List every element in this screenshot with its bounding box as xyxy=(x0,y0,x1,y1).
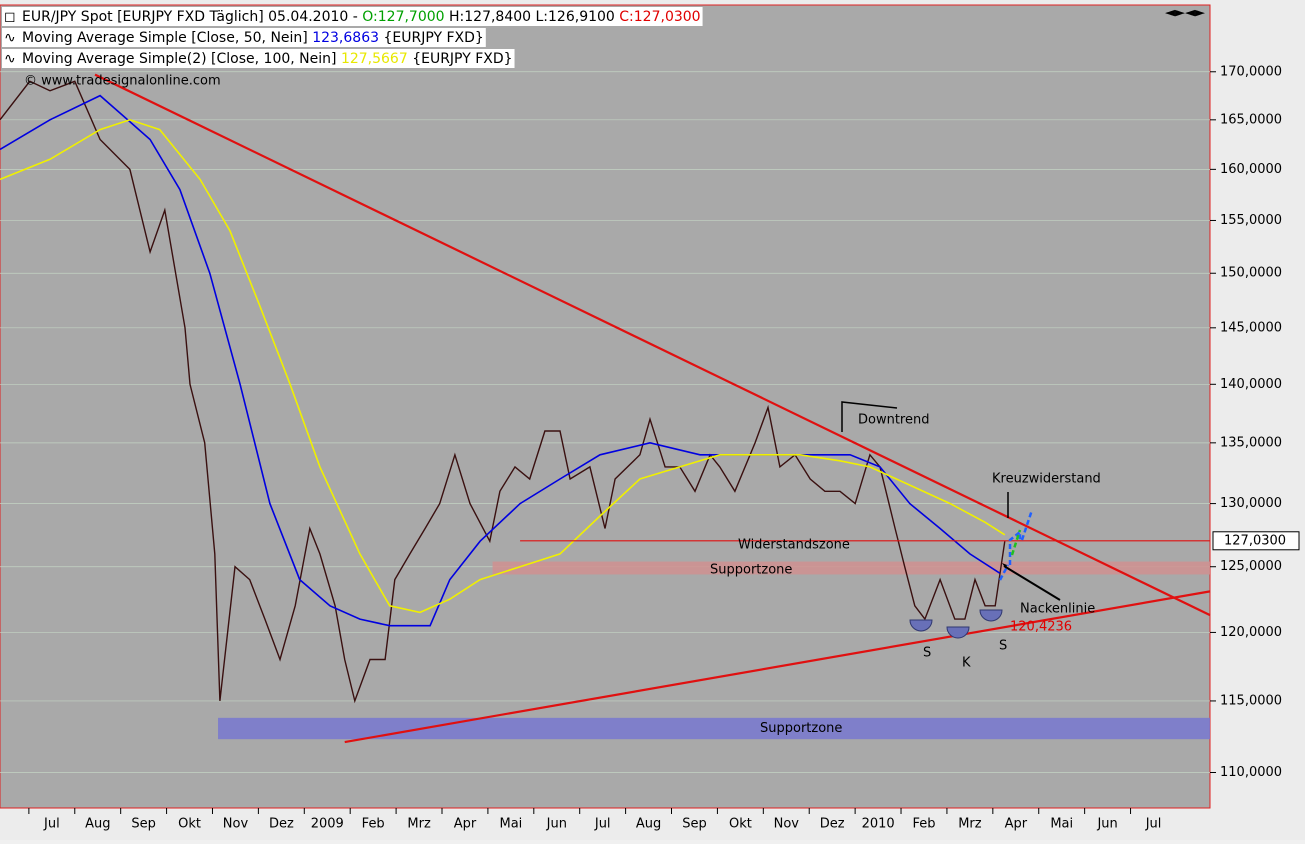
x-tick-label: Sep xyxy=(131,817,156,832)
y-axis-bg xyxy=(1211,0,1305,840)
zone xyxy=(218,717,1210,740)
x-tick-label: Apr xyxy=(1005,817,1028,832)
x-tick-label: Dez xyxy=(269,817,294,832)
legend-part: C:127,0300 xyxy=(619,9,700,25)
arrow xyxy=(1003,565,1061,601)
y-tick-label: 155,0000 xyxy=(1220,213,1282,228)
arrow xyxy=(1002,563,1007,569)
y-tick-label: 120,0000 xyxy=(1220,625,1282,640)
legend-part: O:127,7000 xyxy=(362,9,444,25)
x-tick-label: Aug xyxy=(636,817,661,832)
projection xyxy=(998,509,1034,581)
x-tick-label: Jul xyxy=(1145,817,1162,832)
legend-part: Moving Average Simple(2) [Close, 100, Ne… xyxy=(22,51,341,67)
x-tick-label: Okt xyxy=(729,817,752,832)
x-tick-label: Jul xyxy=(43,817,60,832)
x-tick-label: Mai xyxy=(1050,817,1073,832)
last-price-box xyxy=(1212,531,1300,551)
y-tick-label: 125,0000 xyxy=(1220,559,1282,574)
y-tick-label: 135,0000 xyxy=(1220,435,1282,450)
legend-part: Moving Average Simple [Close, 50, Nein] xyxy=(22,30,312,46)
x-tick-label: Feb xyxy=(362,817,385,832)
x-tick-label: Mai xyxy=(500,817,523,832)
y-tick-label: 150,0000 xyxy=(1220,266,1282,281)
legend-part: EUR/JPY Spot [EURJPY FXD Täglich] 05.04.… xyxy=(22,9,362,25)
annotation: S xyxy=(923,646,931,661)
x-tick-label: Jun xyxy=(1096,817,1117,832)
projection xyxy=(1010,529,1022,556)
line xyxy=(0,80,1006,704)
legend-entry: Moving Average Simple [Close, 50, Nein] … xyxy=(22,30,484,46)
y-tick-label: 160,0000 xyxy=(1220,162,1282,177)
legend-entry: Moving Average Simple(2) [Close, 100, Ne… xyxy=(22,51,513,67)
x-tick-label: Jun xyxy=(546,817,567,832)
line xyxy=(0,118,1006,614)
trendline xyxy=(344,590,1211,744)
y-tick-label: 170,0000 xyxy=(1220,64,1282,79)
x-tick-label: Feb xyxy=(913,817,936,832)
zone-label: Supportzone xyxy=(710,563,792,578)
arrow xyxy=(841,401,898,432)
trendline xyxy=(94,73,1211,617)
x-tick-label: 2009 xyxy=(311,817,344,832)
line xyxy=(0,94,1001,627)
zone-label: Supportzone xyxy=(760,721,842,736)
legend-icon: ◻ xyxy=(4,9,16,25)
x-tick-label: Jul xyxy=(594,817,611,832)
x-tick-label: 2010 xyxy=(862,817,895,832)
legend-icon: ∿ xyxy=(4,51,16,67)
y-tick-label: 115,0000 xyxy=(1220,693,1282,708)
legend-part: {EURJPY FXD} xyxy=(379,30,484,46)
x-tick-label: Nov xyxy=(774,817,800,832)
x-tick-label: Okt xyxy=(178,817,201,832)
x-tick-label: Sep xyxy=(682,817,707,832)
annotation: Downtrend xyxy=(858,413,929,428)
legend-bg xyxy=(2,7,703,26)
nav-arrows[interactable]: ◄►◄► xyxy=(1165,6,1205,21)
zone xyxy=(492,561,1210,575)
y-tick-label: 145,0000 xyxy=(1220,320,1282,335)
annotation: Widerstandszone xyxy=(738,538,850,553)
shoulder-marks xyxy=(909,609,1003,639)
legend-bg xyxy=(2,49,515,68)
annotation: K xyxy=(962,656,971,671)
copyright: © www.tradesignalonline.com xyxy=(24,74,221,89)
annotation: Kreuzwiderstand xyxy=(992,472,1101,487)
legend-part: 127,5667 xyxy=(341,51,408,67)
y-tick-label: 140,0000 xyxy=(1220,377,1282,392)
legend-part: 123,6863 xyxy=(312,30,379,46)
x-tick-label: Dez xyxy=(820,817,845,832)
low-label: 120,4236 xyxy=(1010,619,1072,634)
y-tick-label: 110,0000 xyxy=(1220,765,1282,780)
plot-area xyxy=(0,4,1211,809)
legend-icon: ∿ xyxy=(4,30,16,46)
y-tick-label: 130,0000 xyxy=(1220,496,1282,511)
x-tick-label: Apr xyxy=(454,817,477,832)
y-tick-label: 165,0000 xyxy=(1220,112,1282,127)
annotation: Nackenlinie xyxy=(1020,602,1095,617)
x-tick-label: Mrz xyxy=(958,817,982,832)
x-axis-bg xyxy=(0,809,1211,840)
legend-part: {EURJPY FXD} xyxy=(408,51,513,67)
last-price-label: 127,0300 xyxy=(1224,533,1286,548)
legend-entry: EUR/JPY Spot [EURJPY FXD Täglich] 05.04.… xyxy=(22,9,701,25)
x-tick-label: Nov xyxy=(223,817,249,832)
x-tick-label: Mrz xyxy=(407,817,431,832)
annotation: S xyxy=(999,639,1007,654)
x-tick-label: Aug xyxy=(85,817,110,832)
legend-bg xyxy=(2,28,486,47)
legend-part: H:127,8400 L:126,9100 xyxy=(445,9,620,25)
